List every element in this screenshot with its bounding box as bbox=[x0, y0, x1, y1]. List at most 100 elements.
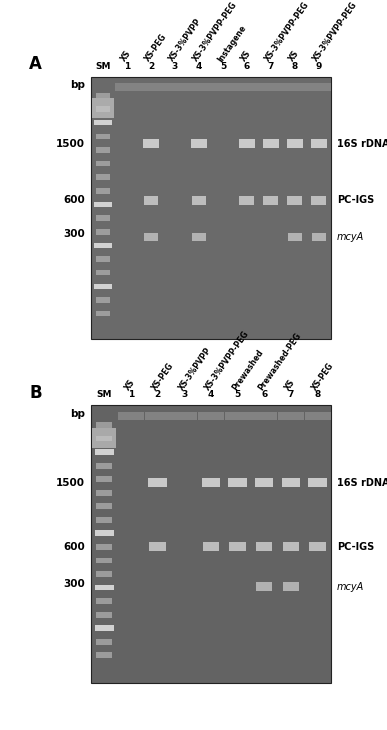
Bar bbox=[202, 478, 220, 488]
Text: mcyA: mcyA bbox=[337, 582, 364, 592]
Text: SM: SM bbox=[95, 62, 111, 71]
Text: XS-3%PVPP: XS-3%PVPP bbox=[177, 345, 213, 392]
Text: XS-3%PVPP-PEG: XS-3%PVPP-PEG bbox=[204, 329, 252, 392]
Bar bbox=[96, 188, 110, 193]
Text: 2: 2 bbox=[154, 391, 161, 399]
Text: 7: 7 bbox=[268, 62, 274, 71]
Text: Prewashed-PEG: Prewashed-PEG bbox=[257, 331, 303, 392]
Bar bbox=[256, 542, 272, 551]
Bar bbox=[95, 449, 114, 455]
Bar bbox=[96, 436, 112, 442]
Text: 4: 4 bbox=[196, 62, 202, 71]
Text: PC-IGS: PC-IGS bbox=[337, 542, 374, 552]
Text: 300: 300 bbox=[63, 579, 85, 589]
Bar bbox=[96, 653, 112, 658]
Text: 600: 600 bbox=[63, 195, 85, 205]
Bar bbox=[144, 233, 158, 242]
Bar bbox=[198, 412, 224, 420]
Text: bp: bp bbox=[70, 80, 85, 91]
Bar bbox=[139, 83, 163, 91]
Bar bbox=[149, 478, 167, 488]
Bar bbox=[239, 139, 255, 148]
Text: SM: SM bbox=[96, 391, 112, 399]
Bar bbox=[94, 201, 111, 207]
Bar bbox=[96, 147, 110, 153]
Bar bbox=[235, 83, 259, 91]
Text: 1: 1 bbox=[124, 62, 130, 71]
Bar bbox=[144, 196, 158, 204]
Text: XS-3%PVPP: XS-3%PVPP bbox=[168, 17, 204, 64]
Bar bbox=[95, 531, 114, 537]
Bar bbox=[96, 612, 112, 618]
Text: 6: 6 bbox=[244, 62, 250, 71]
Bar bbox=[96, 639, 112, 645]
Bar bbox=[96, 476, 112, 482]
Bar bbox=[312, 196, 326, 204]
Text: PC-IGS: PC-IGS bbox=[337, 195, 374, 205]
Bar bbox=[287, 139, 303, 148]
Bar bbox=[283, 542, 299, 551]
Bar bbox=[94, 120, 111, 126]
Bar bbox=[115, 83, 139, 91]
Bar bbox=[96, 598, 112, 604]
Bar bbox=[94, 242, 111, 248]
Text: 2: 2 bbox=[148, 62, 154, 71]
Text: 8: 8 bbox=[314, 391, 321, 399]
Text: XS-PEG: XS-PEG bbox=[310, 361, 336, 392]
Bar bbox=[95, 585, 114, 591]
Bar bbox=[96, 490, 112, 496]
Bar bbox=[96, 270, 110, 275]
Bar bbox=[94, 283, 111, 289]
Bar bbox=[96, 517, 112, 523]
Text: Prewashed: Prewashed bbox=[230, 347, 265, 392]
Text: XS-3%PVPP-PEG: XS-3%PVPP-PEG bbox=[192, 1, 240, 64]
Text: 3: 3 bbox=[181, 391, 187, 399]
Bar bbox=[96, 93, 110, 99]
Text: XS-3%PVPP-PEG: XS-3%PVPP-PEG bbox=[264, 1, 312, 64]
Bar bbox=[163, 83, 187, 91]
Bar bbox=[96, 297, 110, 303]
Bar bbox=[259, 83, 283, 91]
Bar bbox=[95, 625, 114, 631]
Text: 4: 4 bbox=[208, 391, 214, 399]
Text: 1: 1 bbox=[128, 391, 134, 399]
Bar bbox=[96, 463, 112, 469]
Bar bbox=[96, 571, 112, 577]
Bar bbox=[288, 196, 302, 204]
Text: 3: 3 bbox=[172, 62, 178, 71]
Bar bbox=[307, 83, 330, 91]
Bar bbox=[91, 405, 331, 683]
Bar bbox=[229, 542, 246, 551]
Bar bbox=[309, 542, 326, 551]
Bar bbox=[118, 412, 144, 420]
Bar bbox=[263, 139, 279, 148]
Text: B: B bbox=[29, 383, 42, 402]
Text: 600: 600 bbox=[63, 542, 85, 552]
Bar bbox=[96, 215, 110, 221]
Bar bbox=[224, 412, 250, 420]
Bar bbox=[312, 233, 326, 242]
Bar bbox=[264, 196, 278, 204]
Bar bbox=[92, 98, 114, 118]
Bar bbox=[143, 139, 159, 148]
Bar bbox=[96, 107, 110, 112]
Bar bbox=[96, 229, 110, 234]
Bar bbox=[203, 542, 219, 551]
Bar bbox=[96, 558, 112, 564]
Text: 6: 6 bbox=[261, 391, 267, 399]
Text: XS-PEG: XS-PEG bbox=[144, 32, 169, 64]
Text: A: A bbox=[29, 55, 42, 73]
Bar bbox=[305, 412, 330, 420]
Text: XS: XS bbox=[284, 377, 297, 392]
Text: XS: XS bbox=[240, 49, 253, 64]
Bar bbox=[171, 412, 197, 420]
Bar bbox=[251, 412, 277, 420]
Bar bbox=[149, 542, 166, 551]
Bar bbox=[191, 139, 207, 148]
Bar bbox=[96, 422, 112, 428]
Text: 1500: 1500 bbox=[56, 139, 85, 149]
Text: XS-PEG: XS-PEG bbox=[150, 361, 176, 392]
Bar bbox=[96, 544, 112, 550]
Text: XS-3%PVPP-PEG: XS-3%PVPP-PEG bbox=[312, 1, 360, 64]
Text: 300: 300 bbox=[63, 229, 85, 239]
